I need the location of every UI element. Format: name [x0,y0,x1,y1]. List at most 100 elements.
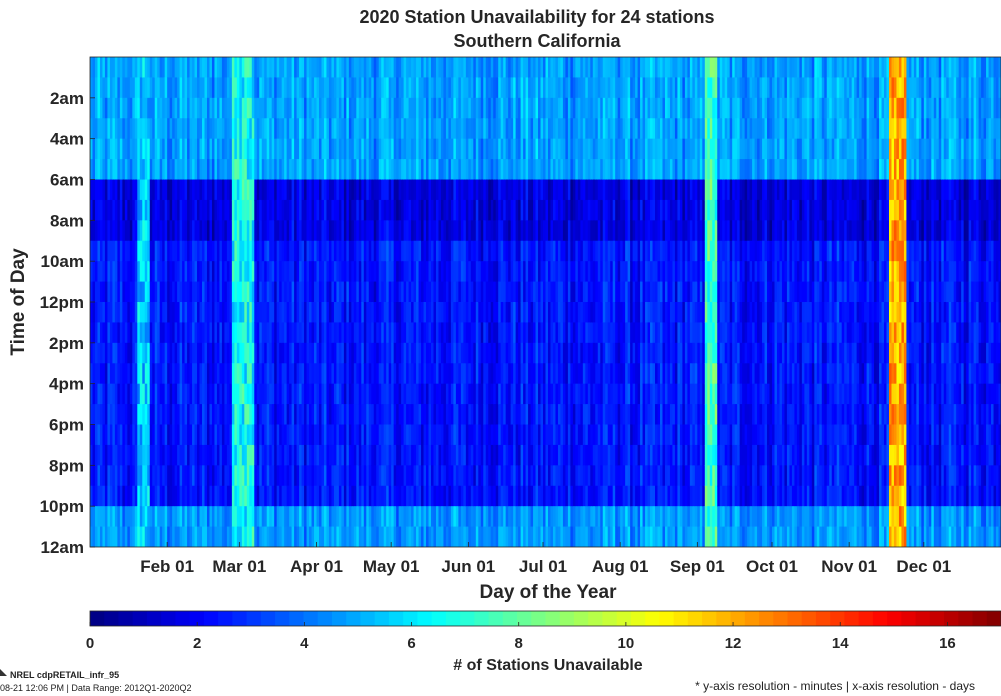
heatmap-cell [505,220,509,242]
heatmap-cell [510,281,514,303]
heatmap-cell [94,424,99,446]
heatmap-cell [547,138,552,160]
heatmap-cell [206,261,211,283]
heatmap-cell [450,97,455,119]
heatmap-cell [353,281,357,303]
heatmap-cell [448,506,452,528]
heatmap-cell [515,199,519,221]
heatmap-cell [557,526,562,547]
heatmap-cell [137,383,141,405]
heatmap-cell [465,506,469,528]
heatmap-cell [139,281,143,303]
heatmap-cell [378,159,382,181]
heatmap-cell [408,383,412,405]
heatmap-cell [226,138,230,160]
heatmap-cell [453,485,457,507]
heatmap-cell [182,179,186,201]
heatmap-cell [605,261,609,283]
heatmap-cell [423,322,427,344]
heatmap-cell [508,526,512,547]
heatmap-cell [433,342,437,364]
heatmap-cell [229,485,233,507]
heatmap-cell [520,424,524,446]
heatmap-cell [363,97,367,119]
heatmap-cell [167,424,171,446]
heatmap-cell [505,199,509,221]
heatmap-cell [127,465,131,487]
heatmap-cell [605,383,609,405]
heatmap-cell [366,465,370,487]
heatmap-cell [488,57,492,79]
heatmap-cell [550,199,554,221]
heatmap-cell [266,97,270,119]
heatmap-cell [333,261,338,283]
heatmap-cell [226,97,230,119]
heatmap-cell [575,302,579,324]
heatmap-cell [565,506,569,528]
heatmap-cell [505,118,509,140]
heatmap-cell [92,97,96,119]
heatmap-cell [144,240,148,262]
heatmap-cell [381,444,385,466]
heatmap-cell [167,57,171,79]
heatmap-cell [323,118,328,140]
heatmap-cell [179,240,183,262]
heatmap-cell [408,404,412,426]
heatmap-cell [525,281,529,303]
heatmap-cell [182,97,186,119]
heatmap-cell [154,485,158,507]
heatmap-cell [582,77,586,99]
heatmap-cell [90,363,94,385]
heatmap-cell [398,159,402,181]
heatmap-cell [525,57,529,79]
heatmap-cell [376,465,380,487]
heatmap-cell [570,281,574,303]
heatmap-cell [333,424,338,446]
heatmap-cell [157,261,161,283]
heatmap-cell [371,526,375,547]
heatmap-cell [276,261,280,283]
heatmap-cell [226,526,230,547]
heatmap-cell [274,77,278,99]
heatmap-cell [545,199,549,221]
heatmap-cell [533,485,537,507]
heatmap-cell [595,240,599,262]
heatmap-cell [279,404,283,426]
heatmap-cell [276,302,280,324]
heatmap-cell [483,424,487,446]
heatmap-cell [134,220,138,242]
heatmap-cell [343,199,347,221]
heatmap-cell [321,118,325,140]
heatmap-cell [413,485,417,507]
heatmap-cell [328,159,333,181]
heatmap-cell [363,179,367,201]
heatmap-cell [127,424,131,446]
heatmap-cell [174,77,178,99]
heatmap-cell [398,240,402,262]
heatmap-cell [416,363,420,385]
heatmap-cell [221,281,226,303]
heatmap-cell [525,159,529,181]
heatmap-cell [453,302,457,324]
heatmap-cell [585,159,589,181]
heatmap-cell [137,199,141,221]
heatmap-cell [520,179,524,201]
heatmap-cell [597,159,601,181]
heatmap-cell [585,383,589,405]
heatmap-cell [386,444,390,466]
heatmap-cell [346,138,350,160]
heatmap-cell [582,281,586,303]
heatmap-cell [174,220,178,242]
heatmap-cell [341,220,345,242]
heatmap-cell [585,138,589,160]
heatmap-cell [600,363,604,385]
heatmap-cell [246,322,250,344]
heatmap-cell [348,97,352,119]
heatmap-cell [209,138,213,160]
heatmap-cell [426,302,430,324]
heatmap-cell [219,322,223,344]
heatmap-cell [189,322,193,344]
heatmap-cell [162,240,166,262]
heatmap-cell [396,404,400,426]
heatmap-cell [119,281,123,303]
